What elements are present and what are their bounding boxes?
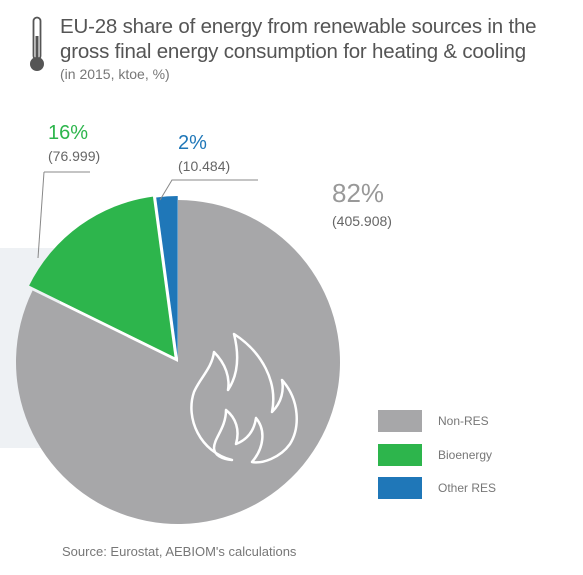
flame-icon <box>190 332 298 464</box>
legend-swatch-non-res <box>378 410 422 432</box>
label-percent-other-res: 2% <box>178 132 207 154</box>
legend-swatch-bioenergy <box>378 444 422 466</box>
legend-label-bioenergy: Bioenergy <box>438 448 493 462</box>
legend-label-other-res: Other RES <box>438 481 497 495</box>
label-value-bioenergy: (76.999) <box>48 148 101 164</box>
chart-title: EU-28 share of energy from renewable sou… <box>60 15 537 63</box>
label-percent-non-res: 82% <box>332 178 385 208</box>
legend-item-bioenergy: Bioenergy <box>378 444 578 466</box>
legend-swatch-other-res <box>378 477 422 499</box>
legend-item-other-res: Other RES <box>378 477 578 499</box>
legend-label-non-res: Non-RES <box>438 414 489 428</box>
label-value-other-res: (10.484) <box>178 158 231 174</box>
legend-item-non-res: Non-RES <box>378 410 578 432</box>
leader-line-other-res <box>159 179 258 201</box>
leader-line-bioenergy-diagonal <box>37 171 45 259</box>
label-value-non-res: (405.908) <box>332 213 392 229</box>
pie-slice-bioenergy <box>29 196 175 358</box>
thermometer-icon <box>30 16 44 71</box>
label-percent-bioenergy: 16% <box>48 122 89 144</box>
pie-slice-non-res <box>15 200 340 524</box>
pie-slice-other-res <box>156 196 178 359</box>
source-note: Source: Eurostat, AEBIOM's calculations <box>62 544 297 559</box>
chart-subtitle: (in 2015, ktoe, %) <box>60 66 170 82</box>
